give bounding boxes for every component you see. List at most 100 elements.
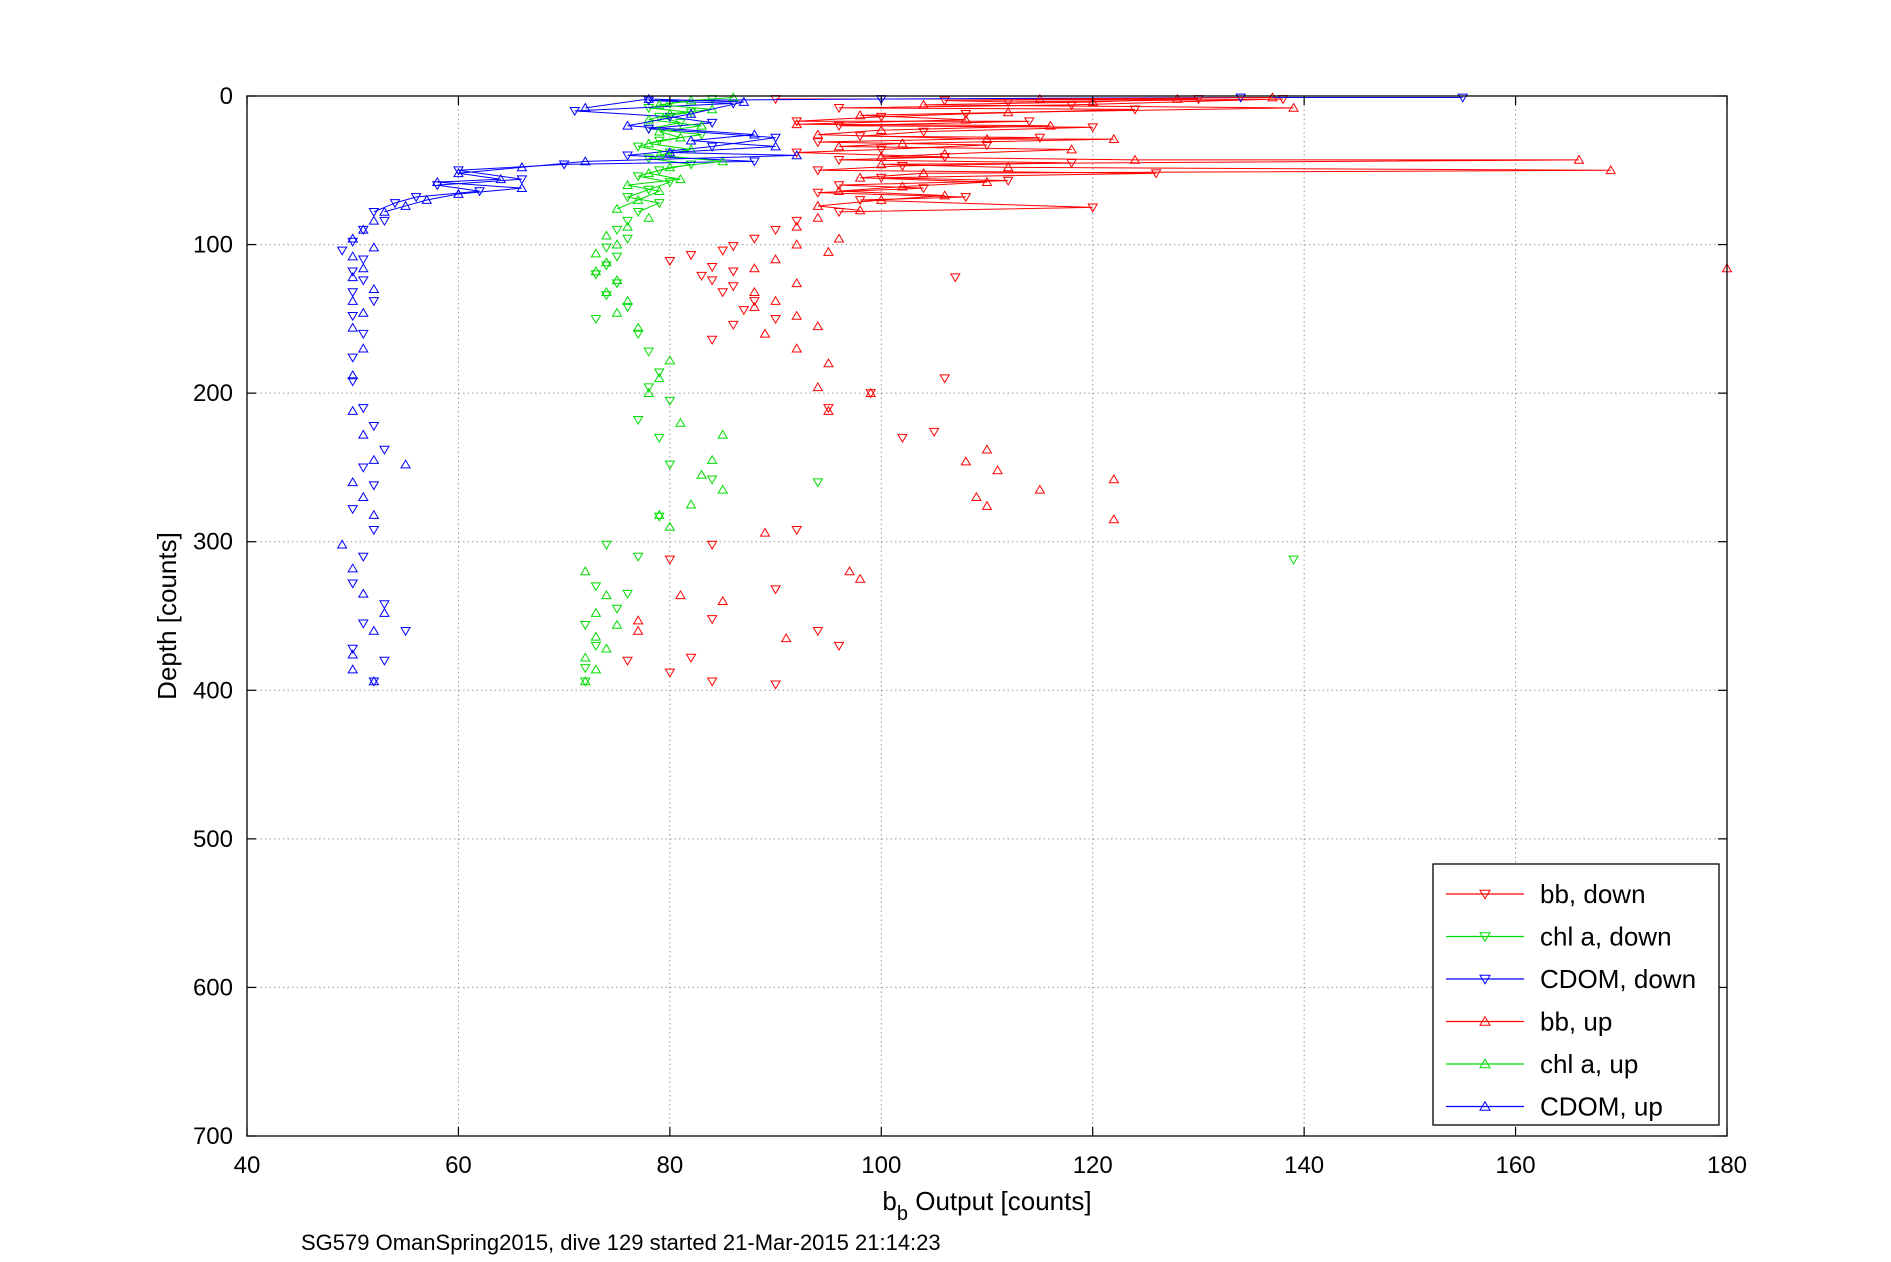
data-point [558, 160, 570, 170]
data-point [357, 552, 369, 562]
data-point [400, 200, 411, 210]
data-point [1605, 165, 1617, 175]
data-point [738, 306, 750, 316]
legend-marker [1479, 889, 1491, 900]
data-point [357, 404, 369, 414]
data-point [685, 499, 697, 509]
data-point [1150, 169, 1162, 179]
data-point [368, 481, 380, 491]
data-point [653, 509, 665, 519]
data-point [347, 267, 359, 277]
data-point [749, 263, 760, 273]
data-point [854, 205, 866, 215]
data-point [1288, 555, 1299, 565]
data-point [347, 664, 359, 674]
data-point [812, 478, 824, 488]
y-axis-label: Depth [counts] [152, 532, 182, 700]
data-point [770, 254, 781, 264]
data-point [675, 132, 686, 142]
data-point [579, 676, 591, 686]
data-point [611, 203, 623, 213]
data-point [823, 404, 834, 414]
data-point [749, 286, 760, 296]
legend-label: CDOM, up [1540, 1092, 1663, 1122]
figure-caption: SG579 OmanSpring2015, dive 129 started 2… [301, 1230, 941, 1255]
data-point [812, 200, 824, 210]
data-point [347, 505, 359, 515]
data-point [611, 274, 623, 285]
data-point [1573, 154, 1585, 164]
data-point [770, 585, 781, 595]
data-point [653, 373, 665, 383]
data-point [833, 141, 845, 151]
data-point [1108, 514, 1120, 524]
data-point [812, 166, 824, 176]
data-point [357, 429, 369, 439]
series-cdom-down [336, 93, 1469, 687]
data-point [653, 185, 665, 195]
data-point [579, 652, 591, 662]
data-point [706, 540, 718, 550]
data-point [1034, 133, 1046, 143]
legend-marker [1479, 932, 1491, 943]
data-point [1002, 162, 1014, 172]
data-point [347, 233, 359, 243]
data-point [971, 491, 982, 502]
data-point [368, 676, 380, 686]
legend-label: bb, up [1540, 1007, 1612, 1037]
data-point [653, 126, 665, 136]
x-tick-label: 40 [234, 1152, 261, 1179]
data-point [833, 156, 845, 166]
data-point [1045, 120, 1056, 130]
data-point [664, 396, 676, 406]
data-point [717, 429, 729, 439]
data-point [347, 405, 359, 415]
series-cdom-up [336, 93, 803, 686]
x-tick-label: 60 [445, 1152, 472, 1179]
data-point [1171, 93, 1183, 103]
data-point [664, 555, 676, 565]
data-point [347, 251, 359, 261]
data-point [770, 133, 781, 143]
data-point [664, 521, 676, 531]
data-point [812, 626, 824, 637]
data-point [664, 668, 676, 678]
data-point [812, 321, 824, 331]
legend-label: CDOM, down [1540, 964, 1696, 994]
data-point [939, 96, 951, 106]
data-point [675, 173, 686, 184]
x-tick-label: 160 [1496, 1152, 1536, 1179]
data-point [336, 246, 348, 256]
data-point [749, 301, 760, 311]
data-point [431, 176, 443, 187]
data-point [495, 173, 507, 184]
data-point [992, 465, 1003, 475]
data-point [706, 118, 718, 129]
y-tick-label: 0 [220, 83, 233, 110]
data-point [368, 283, 380, 294]
data-point [981, 133, 993, 143]
data-point [706, 335, 718, 345]
data-point [347, 271, 359, 282]
data-point [590, 607, 602, 617]
legend-marker [1479, 1100, 1491, 1111]
data-point [453, 188, 464, 198]
data-point [368, 625, 380, 635]
data-point [1288, 102, 1299, 112]
data-point [685, 108, 697, 118]
data-point [833, 233, 845, 243]
data-point [664, 460, 676, 470]
data-point [590, 582, 602, 592]
data-point [717, 484, 729, 494]
legend-marker [1479, 1015, 1491, 1026]
data-point [685, 135, 697, 145]
data-point [590, 631, 602, 641]
data-point [347, 649, 359, 659]
data-point [590, 664, 602, 674]
legend-entries: bb, down chl a, down CDOM, down bb, up chl a… [1446, 879, 1696, 1122]
data-point [653, 433, 665, 443]
data-point [632, 552, 644, 562]
y-tick-label: 700 [193, 1123, 233, 1150]
data-point [664, 355, 676, 365]
data-point [653, 199, 665, 209]
